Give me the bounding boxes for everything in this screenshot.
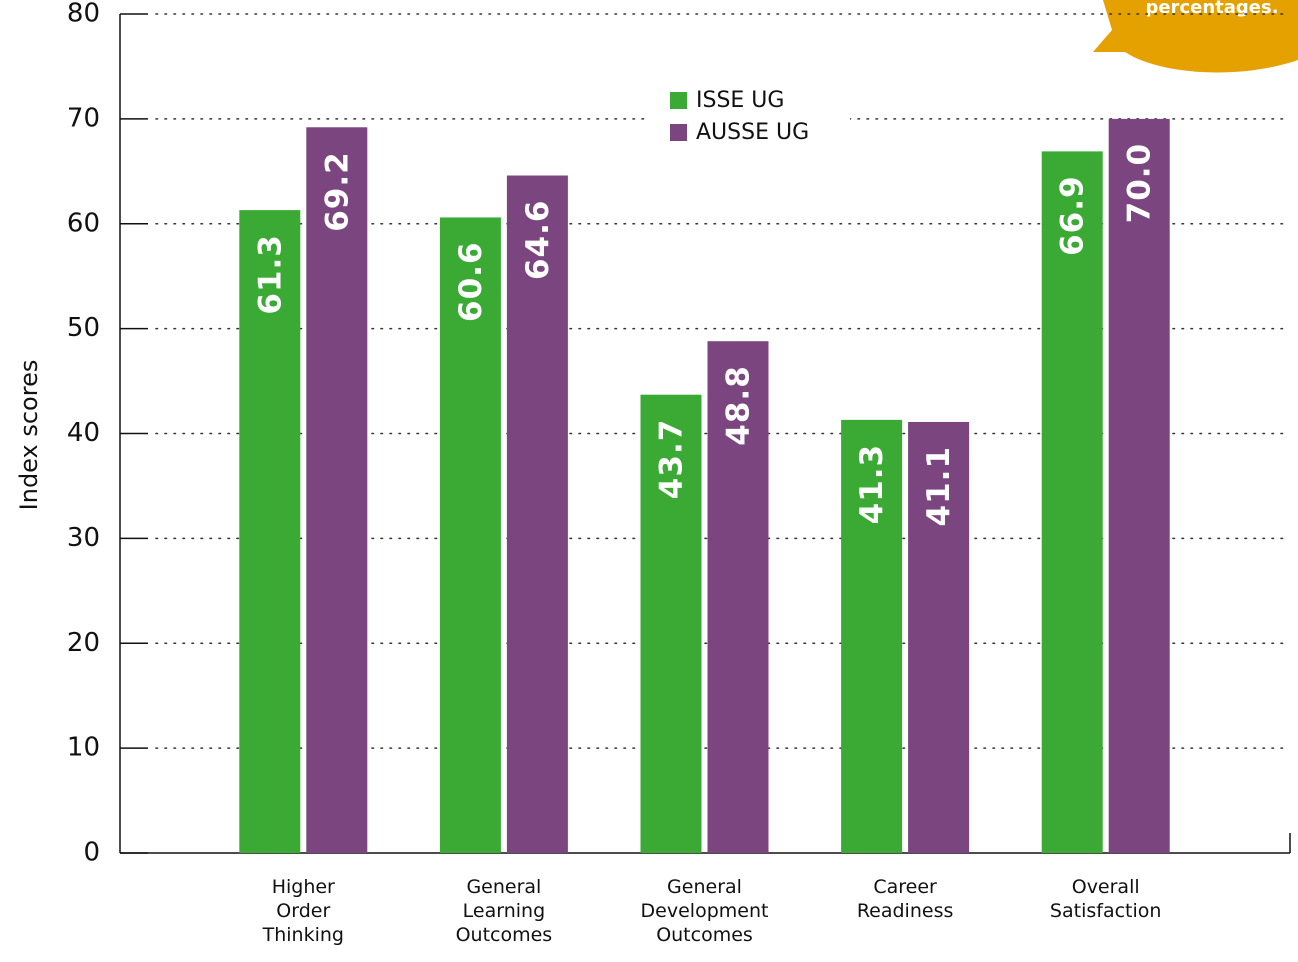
bar bbox=[306, 127, 368, 853]
annotation: percentages. bbox=[1145, 0, 1278, 18]
legend-label: AUSSE UG bbox=[696, 120, 809, 145]
value-label: 48.8 bbox=[721, 365, 757, 446]
y-tick-label: 30 bbox=[67, 523, 100, 553]
y-tick-label: 40 bbox=[67, 418, 100, 448]
value-label: 69.2 bbox=[319, 151, 355, 232]
bar bbox=[506, 175, 568, 853]
value-label: 66.9 bbox=[1055, 175, 1091, 256]
value-label: 61.3 bbox=[252, 234, 288, 315]
bar bbox=[1108, 118, 1170, 853]
bar bbox=[239, 210, 301, 853]
bar bbox=[640, 394, 702, 853]
bar bbox=[908, 421, 970, 853]
value-label: 43.7 bbox=[654, 419, 690, 500]
legend-swatch bbox=[670, 92, 687, 109]
y-tick-label: 0 bbox=[83, 838, 100, 868]
bar bbox=[841, 419, 903, 853]
y-tick-label: 60 bbox=[67, 208, 100, 238]
y-tick-label: 50 bbox=[67, 313, 100, 343]
bar bbox=[707, 341, 769, 853]
legend-swatch bbox=[670, 124, 687, 141]
bar bbox=[1041, 151, 1103, 854]
value-label: 41.1 bbox=[921, 446, 957, 527]
value-label: 41.3 bbox=[854, 444, 890, 524]
x-tick-label: General Learning Outcomes bbox=[455, 876, 553, 946]
x-tick-label: General Development Outcomes bbox=[640, 876, 769, 946]
legend-label: ISSE UG bbox=[696, 88, 784, 113]
y-tick-label: 70 bbox=[67, 103, 100, 133]
x-tick-label: Career Readiness bbox=[856, 876, 954, 922]
bar bbox=[439, 217, 501, 853]
y-tick-label: 10 bbox=[67, 733, 100, 763]
y-tick-label: 20 bbox=[67, 628, 100, 658]
speech-bubble bbox=[1093, 0, 1298, 73]
value-label: 60.6 bbox=[453, 241, 489, 322]
y-axis-label: Index scores bbox=[15, 360, 43, 511]
value-label: 70.0 bbox=[1122, 143, 1158, 224]
value-label: 64.6 bbox=[520, 200, 556, 281]
y-tick-label: 80 bbox=[67, 0, 100, 29]
x-tick-label: Higher Order Thinking bbox=[262, 876, 344, 946]
x-tick-label: Overall Satisfaction bbox=[1049, 876, 1162, 922]
